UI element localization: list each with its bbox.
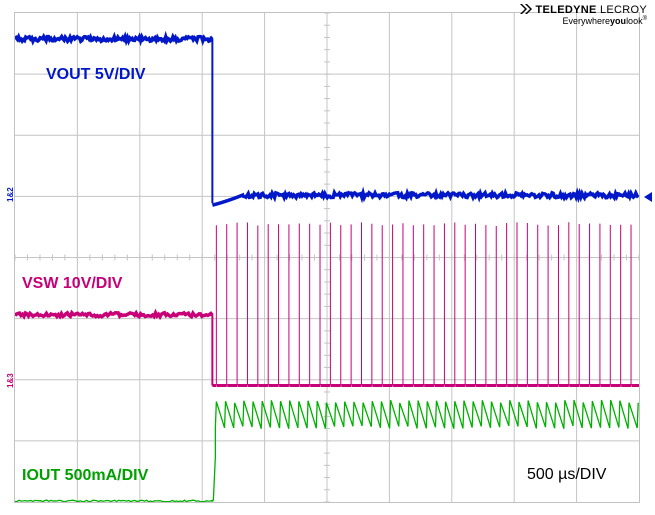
scope-svg [15, 13, 639, 502]
vout-gnd-indicator-icon [644, 192, 652, 202]
logo-tag-2: look [626, 16, 643, 26]
iout-label: IOUT 500mA/DIV [22, 467, 148, 485]
teledyne-logo: TELEDYNE LECROY Everywhereyoulook® [520, 4, 647, 26]
logo-tag-1: Everywhere [563, 16, 611, 26]
oscilloscope-plot [14, 12, 640, 503]
channel-marker: 1&3 [6, 373, 15, 388]
vout-label: VOUT 5V/DIV [46, 66, 146, 84]
vout-trace-post [212, 193, 638, 205]
logo-brand-2: LECROY [597, 4, 647, 16]
vout-trace-pre [15, 37, 212, 42]
logo-brand-1: TELEDYNE [536, 4, 597, 16]
teledyne-chevrons-icon [520, 4, 532, 14]
logo-tag-bold: you [610, 16, 626, 26]
vsw-label: VSW 10V/DIV [22, 275, 122, 293]
channel-marker: 1&2 [6, 187, 15, 202]
vsw-trace-pre [15, 313, 212, 317]
timebase-label: 500 µs/DIV [527, 466, 606, 484]
